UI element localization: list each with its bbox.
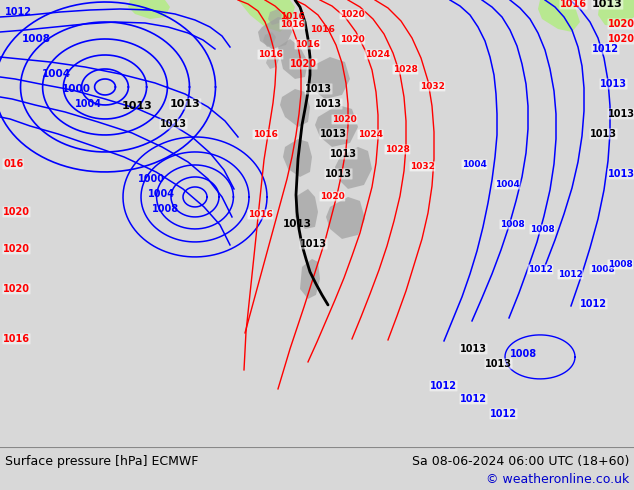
Text: 1012: 1012: [460, 394, 487, 404]
Text: 1016: 1016: [310, 25, 335, 34]
Text: 1004: 1004: [75, 99, 102, 109]
Text: 1008: 1008: [530, 225, 555, 234]
Text: 1013: 1013: [315, 99, 342, 109]
Text: 1012: 1012: [592, 44, 619, 54]
Text: 1016: 1016: [253, 130, 278, 139]
Text: 1013: 1013: [460, 344, 487, 354]
Text: 1013: 1013: [283, 219, 312, 229]
Polygon shape: [128, 0, 170, 19]
Text: 1012: 1012: [5, 7, 32, 17]
Text: 1013: 1013: [320, 129, 347, 139]
Text: 1020: 1020: [290, 59, 317, 69]
Text: 1008: 1008: [590, 265, 615, 274]
Text: 1004: 1004: [148, 189, 175, 199]
Text: 1008: 1008: [500, 220, 525, 229]
Text: 1020: 1020: [3, 244, 30, 254]
Text: 1013: 1013: [300, 239, 327, 249]
Text: 1013: 1013: [592, 0, 623, 9]
Text: 1016: 1016: [248, 210, 273, 219]
Polygon shape: [258, 17, 292, 49]
Text: 1024: 1024: [358, 130, 383, 139]
Text: 1012: 1012: [430, 381, 457, 391]
Text: 1028: 1028: [393, 65, 418, 74]
Text: 1016: 1016: [560, 0, 587, 9]
Polygon shape: [280, 89, 310, 127]
Text: 1013: 1013: [608, 169, 634, 179]
Text: 1004: 1004: [462, 160, 487, 169]
Text: 1020: 1020: [3, 207, 30, 217]
Polygon shape: [238, 0, 295, 32]
Text: 1020: 1020: [3, 284, 30, 294]
Text: 1013: 1013: [122, 101, 153, 111]
Text: 1008: 1008: [510, 349, 537, 359]
Text: 1012: 1012: [490, 409, 517, 419]
Text: 1013: 1013: [305, 84, 332, 94]
Text: 1008: 1008: [608, 260, 633, 269]
Text: 1013: 1013: [485, 359, 512, 369]
Polygon shape: [308, 57, 350, 99]
Text: 1000: 1000: [138, 174, 165, 184]
Text: 1013: 1013: [325, 169, 352, 179]
Text: 016: 016: [3, 159, 23, 169]
Text: Surface pressure [hPa] ECMWF: Surface pressure [hPa] ECMWF: [5, 455, 198, 468]
Text: 1008: 1008: [22, 34, 51, 44]
Polygon shape: [266, 54, 279, 69]
Text: 1020: 1020: [608, 19, 634, 29]
Text: 1016: 1016: [280, 20, 305, 29]
Text: Sa 08-06-2024 06:00 UTC (18+60): Sa 08-06-2024 06:00 UTC (18+60): [411, 455, 629, 468]
Text: 1016: 1016: [280, 12, 305, 21]
Polygon shape: [278, 39, 308, 79]
Text: 1013: 1013: [590, 129, 617, 139]
Text: 1020: 1020: [332, 115, 357, 124]
Polygon shape: [300, 259, 320, 299]
Text: 1020: 1020: [340, 35, 365, 44]
Polygon shape: [283, 139, 312, 177]
Text: 1028: 1028: [385, 145, 410, 154]
Polygon shape: [268, 9, 282, 25]
Text: 1032: 1032: [420, 82, 445, 91]
Polygon shape: [295, 189, 318, 229]
Text: 1004: 1004: [42, 69, 71, 79]
Polygon shape: [326, 197, 365, 239]
Text: 1013: 1013: [608, 109, 634, 119]
Polygon shape: [538, 0, 580, 32]
Text: 1032: 1032: [410, 162, 435, 171]
Text: 1024: 1024: [365, 50, 390, 59]
Text: 1013: 1013: [600, 79, 627, 89]
Text: 1013: 1013: [170, 99, 201, 109]
Text: 1016: 1016: [3, 334, 30, 344]
Polygon shape: [263, 32, 276, 47]
Text: 1020: 1020: [608, 34, 634, 44]
Polygon shape: [335, 147, 372, 189]
Text: © weatheronline.co.uk: © weatheronline.co.uk: [486, 473, 629, 487]
Text: 1008: 1008: [152, 204, 179, 214]
Text: 1012: 1012: [558, 270, 583, 279]
Text: 1016: 1016: [258, 50, 283, 59]
Text: 1013: 1013: [160, 119, 187, 129]
Text: 1012: 1012: [580, 299, 607, 309]
Text: 1000: 1000: [62, 84, 91, 94]
Text: 1013: 1013: [330, 149, 357, 159]
Text: 1004: 1004: [495, 180, 520, 189]
Text: 1016: 1016: [295, 40, 320, 49]
Text: 1020: 1020: [340, 10, 365, 19]
Polygon shape: [315, 105, 358, 147]
Polygon shape: [598, 0, 634, 27]
Text: 1020: 1020: [320, 192, 345, 201]
Text: 1012: 1012: [528, 265, 553, 274]
